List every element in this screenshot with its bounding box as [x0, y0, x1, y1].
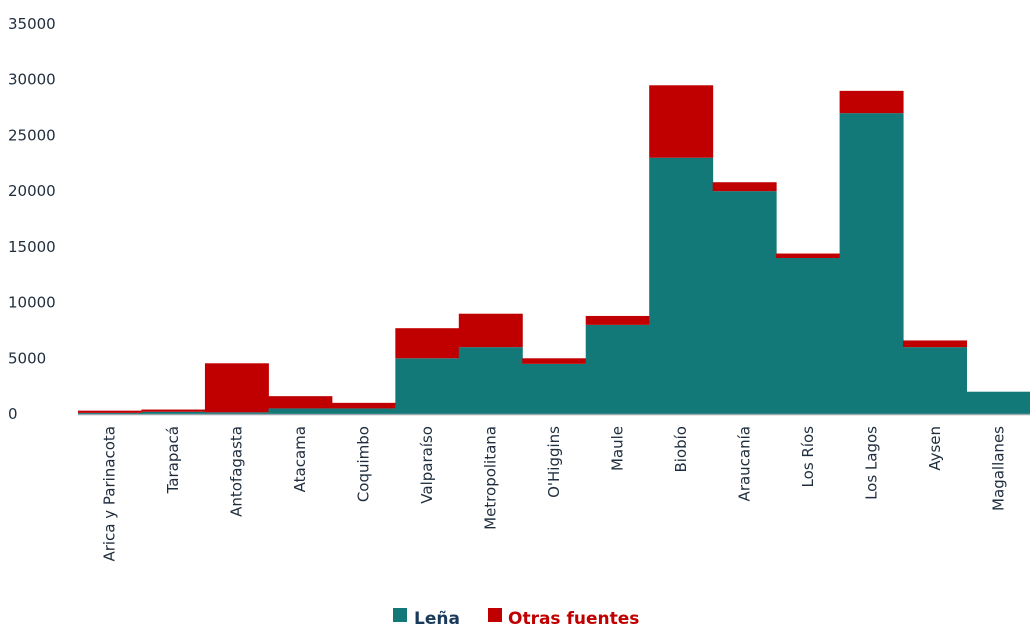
legend: Leña Otras fuentes: [393, 608, 639, 629]
bar-segment-otras-fuentes: [268, 396, 333, 409]
legend-label: Leña: [414, 609, 460, 628]
x-tick-label: Tarapacá: [164, 426, 182, 494]
x-tick-label: Maule: [608, 426, 626, 471]
y-tick-label: 20000: [8, 182, 56, 200]
y-tick-label: 25000: [8, 126, 56, 144]
bar-segment-otras-fuentes: [585, 315, 650, 325]
y-tick-label: 0: [8, 405, 18, 423]
x-tick-label: Araucanía: [735, 426, 753, 501]
bar-segment-otras-fuentes: [331, 402, 396, 409]
x-tick-label: Magallanes: [989, 426, 1007, 511]
y-axis-ticks: 0 5000 10000 15000 20000 25000 30000 35000: [8, 15, 56, 423]
bar-segment-lena: [141, 411, 206, 414]
bar-segment-otras-fuentes: [141, 409, 206, 412]
y-tick-label: 35000: [8, 15, 56, 33]
bar-segment-otras-fuentes: [903, 340, 968, 348]
x-tick-label: Atacama: [291, 426, 309, 492]
y-tick-label: 30000: [8, 71, 56, 89]
legend-label: Otras fuentes: [508, 609, 639, 628]
bars: [78, 85, 1030, 415]
x-tick-label: Valparaíso: [418, 426, 436, 504]
bar-segment-lena: [839, 113, 904, 415]
x-tick-label: O'Higgins: [545, 426, 563, 498]
bar-segment-lena: [712, 191, 777, 414]
x-axis-ticks: Arica y Parinacota Tarapacá Antofagasta Ata…: [101, 426, 1008, 562]
x-tick-label: Los Lagos: [862, 426, 880, 500]
x-tick-label: Antofagasta: [228, 426, 246, 517]
y-tick-label: 15000: [8, 238, 56, 256]
bar-segment-otras-fuentes: [839, 90, 904, 114]
x-tick-label: Coquimbo: [355, 426, 373, 502]
legend-swatch: [393, 608, 407, 622]
bar-segment-lena: [966, 391, 1030, 414]
x-tick-label: Aysen: [926, 426, 944, 471]
bar-segment-otras-fuentes: [204, 363, 269, 413]
bar-segment-otras-fuentes: [649, 85, 714, 158]
legend-swatch: [488, 608, 502, 622]
bar-segment-otras-fuentes: [458, 313, 523, 348]
bar-segment-otras-fuentes: [776, 253, 841, 258]
bar-segment-lena: [649, 157, 714, 414]
bar-segment-lena: [585, 324, 650, 414]
bar-segment-lena: [395, 358, 460, 414]
bar-segment-otras-fuentes: [712, 182, 777, 192]
bar-segment-lena: [458, 347, 523, 414]
y-tick-label: 5000: [8, 349, 46, 367]
bar-segment-otras-fuentes: [78, 410, 142, 413]
bar-segment-lena: [903, 347, 968, 414]
x-tick-label: Metropolitana: [482, 426, 500, 530]
bar-segment-lena: [522, 363, 587, 414]
bar-segment-otras-fuentes: [395, 328, 460, 359]
bar-segment-lena: [78, 412, 142, 414]
bar-segment-lena: [268, 408, 333, 414]
bar-segment-lena: [331, 408, 396, 414]
bar-segment-lena: [204, 412, 269, 414]
bar-segment-lena: [776, 258, 841, 414]
x-tick-label: Arica y Parinacota: [101, 426, 119, 562]
y-tick-label: 10000: [8, 294, 56, 312]
bar-segment-otras-fuentes: [522, 358, 587, 364]
x-tick-label: Los Ríos: [799, 426, 817, 488]
x-tick-label: Biobío: [672, 426, 690, 473]
